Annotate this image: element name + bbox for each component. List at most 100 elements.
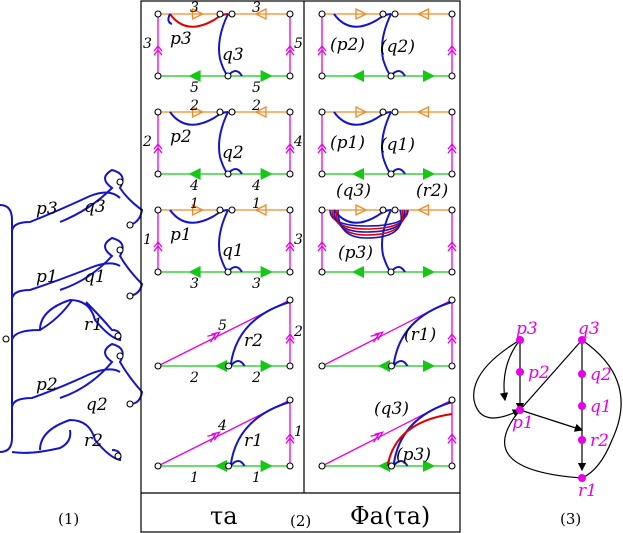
edge-number: 1 bbox=[143, 232, 152, 248]
arrowhead bbox=[254, 7, 267, 21]
vertex-point bbox=[387, 268, 395, 276]
vertex-point bbox=[448, 72, 456, 80]
hook-curve bbox=[392, 360, 409, 367]
arrowhead bbox=[317, 143, 327, 154]
arrowhead bbox=[260, 167, 273, 181]
arrowhead bbox=[370, 431, 385, 443]
arc-curve bbox=[333, 209, 392, 224]
arrowhead bbox=[260, 459, 273, 473]
curve-label: (p2) bbox=[330, 35, 365, 55]
label-r2: r2 bbox=[84, 431, 103, 451]
curve-label: (r2) bbox=[416, 181, 448, 201]
nested-arc bbox=[337, 209, 403, 239]
curve-label: q3 bbox=[222, 45, 244, 65]
vertex-point bbox=[154, 462, 162, 470]
vertex-point bbox=[318, 170, 326, 178]
arrowhead bbox=[207, 431, 221, 443]
phi-rect-diagram-nested: (q3) (r2) (p3) bbox=[317, 181, 457, 279]
edge-number: 2 bbox=[189, 370, 199, 386]
arrowhead bbox=[207, 331, 221, 343]
panel-1-points bbox=[2, 178, 134, 460]
panel-2-caption: (2) bbox=[290, 512, 311, 530]
edge-number: 1 bbox=[252, 196, 261, 212]
arrowhead bbox=[214, 459, 228, 473]
stem-curve bbox=[381, 209, 392, 273]
label-p3: p3 bbox=[516, 319, 538, 339]
arc-curve bbox=[229, 401, 291, 467]
left-heading-tau: τa bbox=[210, 502, 238, 530]
arc-curve bbox=[386, 413, 453, 467]
arc-curve bbox=[333, 13, 392, 28]
arrowhead bbox=[188, 69, 201, 83]
curve-label: (q3) bbox=[374, 399, 409, 419]
stem-curve bbox=[218, 13, 229, 77]
vertex-point bbox=[448, 206, 456, 214]
arrowhead bbox=[254, 105, 267, 119]
curve-label: (q2) bbox=[380, 37, 415, 57]
arc-curve bbox=[169, 111, 229, 126]
edge-number: 2 bbox=[251, 370, 261, 386]
curve-label: p3 bbox=[170, 29, 192, 49]
vertex-point bbox=[224, 72, 232, 80]
edge-number: 1 bbox=[252, 470, 261, 486]
arrowhead bbox=[285, 433, 295, 444]
tau-rect-diagram: 2 2 2 4 4 4 p2 q2 bbox=[142, 98, 303, 194]
hook-curve bbox=[229, 360, 246, 367]
arrowhead bbox=[447, 333, 457, 344]
vertex-point bbox=[318, 206, 326, 214]
label-p1: p1 bbox=[36, 267, 58, 287]
arrowhead bbox=[317, 241, 327, 252]
tau-tri-diagram: 4 1 1 1 r1 bbox=[154, 396, 303, 486]
vertex-point bbox=[286, 10, 294, 18]
vertex-point bbox=[448, 10, 456, 18]
stem-curve bbox=[218, 111, 229, 175]
edge-number: 2 bbox=[293, 324, 303, 340]
label-r1: r1 bbox=[84, 315, 103, 335]
edge-number: 3 bbox=[294, 232, 303, 248]
curve-label: (p3) bbox=[338, 243, 373, 263]
label-q3: q3 bbox=[84, 197, 106, 217]
vertex-point bbox=[154, 206, 162, 214]
panel-2-frame bbox=[140, 0, 461, 533]
vertex-point bbox=[448, 268, 456, 276]
edge-number: 5 bbox=[218, 318, 227, 334]
arrowhead bbox=[260, 265, 273, 279]
arrowhead bbox=[260, 359, 273, 373]
arc-curve bbox=[229, 301, 291, 367]
stem-curve bbox=[381, 111, 392, 175]
edge-number: 5 bbox=[252, 80, 261, 96]
vertex-point bbox=[228, 108, 236, 116]
end-point bbox=[126, 221, 134, 229]
arrowhead bbox=[191, 203, 205, 217]
edge-number: 3 bbox=[143, 36, 152, 52]
arrowhead bbox=[355, 203, 368, 217]
vertex-point bbox=[391, 10, 399, 18]
vertex-point bbox=[224, 268, 232, 276]
arrowhead bbox=[370, 331, 385, 343]
phi-rect-diagram: (p2) (q2) bbox=[317, 7, 457, 83]
edge-number: 2 bbox=[189, 98, 199, 114]
arrowhead bbox=[285, 143, 295, 154]
curve-label: q1 bbox=[222, 241, 244, 261]
edge-number: 3 bbox=[190, 276, 199, 292]
vertex-point bbox=[154, 268, 162, 276]
hook-curve bbox=[392, 460, 409, 467]
edge-number: 3 bbox=[190, 0, 199, 16]
arrowhead bbox=[422, 69, 436, 83]
arc-curve bbox=[392, 301, 453, 367]
edge-number: 1 bbox=[190, 196, 199, 212]
arrowhead bbox=[351, 265, 365, 279]
arrowhead bbox=[447, 241, 457, 252]
node-p2 bbox=[516, 368, 524, 376]
vertex-point bbox=[318, 72, 326, 80]
arrowhead bbox=[447, 143, 457, 154]
label-r2: r2 bbox=[590, 431, 609, 451]
arrowhead bbox=[285, 241, 295, 252]
phi-tri-diagram: (q3) (p3) bbox=[318, 396, 457, 473]
label-q2: q2 bbox=[590, 365, 612, 385]
arrowhead bbox=[260, 69, 273, 83]
vertex-point bbox=[387, 362, 396, 370]
tau-tri-diagram: 5 2 2 2 r2 bbox=[154, 296, 303, 386]
vertex-point bbox=[286, 206, 294, 214]
curve-label: r1 bbox=[244, 431, 263, 451]
